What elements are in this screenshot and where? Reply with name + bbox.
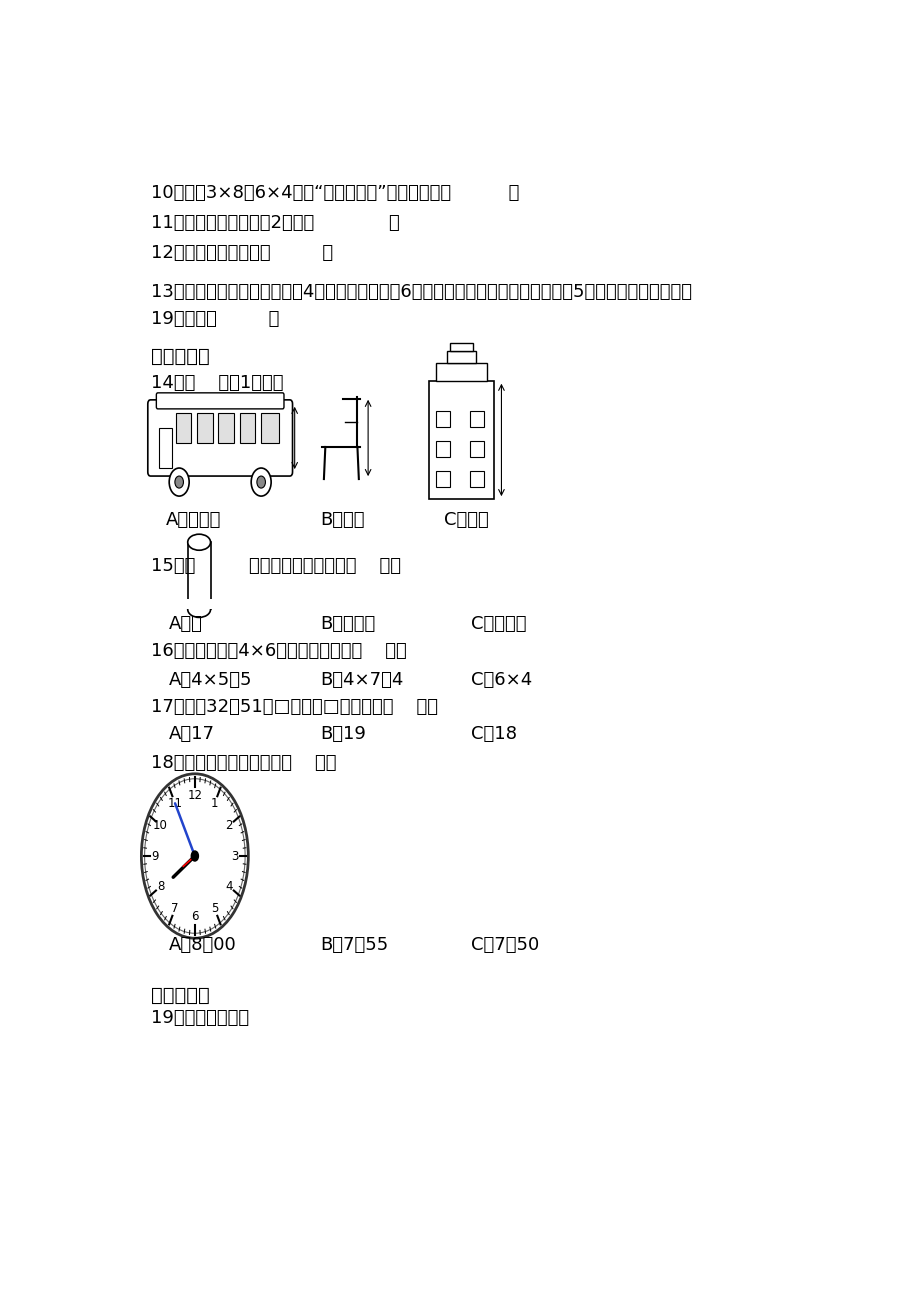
Text: 14．（    ）比1米矮。: 14．（ ）比1米矮。	[151, 374, 283, 392]
Bar	[470, 441, 483, 457]
Text: B．7：55: B．7：55	[320, 936, 388, 954]
FancyBboxPatch shape	[148, 400, 292, 477]
Bar	[428, 380, 494, 499]
Text: 5: 5	[210, 902, 218, 915]
Text: A．17: A．17	[168, 725, 214, 742]
Bar	[436, 411, 449, 427]
Bar	[186, 599, 211, 609]
Bar	[436, 441, 449, 457]
Text: A．公交车: A．公交车	[166, 512, 221, 529]
Text: C．7：50: C．7：50	[471, 936, 539, 954]
Text: 10．计算3×8和6×4都用“四六二十四”这一口诀。（          ）: 10．计算3×8和6×4都用“四六二十四”这一口诀。（ ）	[151, 185, 518, 202]
Circle shape	[251, 467, 271, 496]
Text: 8: 8	[157, 880, 165, 893]
Text: A．4×5＋5: A．4×5＋5	[168, 671, 252, 689]
Text: B．19: B．19	[320, 725, 366, 742]
Text: 四、连线题: 四、连线题	[151, 986, 210, 1005]
Ellipse shape	[142, 773, 248, 939]
Text: 10: 10	[153, 819, 168, 832]
Bar	[176, 414, 191, 444]
Text: 11: 11	[167, 797, 182, 810]
Text: C．18: C．18	[471, 725, 517, 742]
Text: 17．已矠32＜51－□，那么□里最大填（    ）。: 17．已矠32＜51－□，那么□里最大填（ ）。	[151, 698, 437, 716]
Circle shape	[256, 477, 266, 488]
Ellipse shape	[187, 534, 210, 551]
Text: 11．欢欢唱一首儿歌用2秒。（             ）: 11．欢欢唱一首儿歌用2秒。（ ）	[151, 215, 399, 233]
Ellipse shape	[144, 779, 244, 934]
Bar	[436, 471, 449, 487]
Text: 三、选择题: 三、选择题	[151, 348, 210, 366]
Bar	[218, 414, 233, 444]
Bar	[240, 414, 255, 444]
Text: 9: 9	[152, 849, 159, 862]
Text: 7: 7	[171, 902, 178, 915]
Text: 6: 6	[191, 910, 199, 923]
Text: C．大楼: C．大楼	[444, 512, 489, 529]
Text: 15．从: 15．从	[151, 557, 195, 575]
Text: 18．下面的钟表过一刻是（    ）。: 18．下面的钟表过一刻是（ ）。	[151, 754, 335, 772]
Bar	[470, 471, 483, 487]
Bar	[261, 414, 278, 444]
Bar	[449, 342, 472, 350]
Ellipse shape	[187, 602, 210, 617]
Text: 19盆花。（         ）: 19盆花。（ ）	[151, 310, 278, 328]
Bar	[470, 411, 483, 427]
FancyBboxPatch shape	[156, 393, 284, 409]
Text: C．6×4: C．6×4	[471, 671, 532, 689]
Text: 3: 3	[231, 849, 238, 862]
Text: 1: 1	[210, 797, 218, 810]
Circle shape	[169, 467, 189, 496]
Bar	[159, 428, 172, 467]
Text: B．长方形: B．长方形	[320, 616, 375, 634]
Text: B．椅子: B．椅子	[320, 512, 365, 529]
Text: A．圆: A．圆	[168, 616, 202, 634]
Text: 的上面看到的图形是（    ）。: 的上面看到的图形是（ ）。	[249, 557, 401, 575]
Circle shape	[175, 477, 183, 488]
Text: 19．小兔采蘑菇。: 19．小兔采蘑菇。	[151, 1009, 248, 1027]
Bar	[197, 414, 212, 444]
Bar	[446, 350, 476, 363]
Text: 13．同学们搬花。第一小组有4名同学，每人搬了6盆花。第二小组比第一小组少搬了5盆，那么第二小组搬了: 13．同学们搬花。第一小组有4名同学，每人搬了6盆花。第二小组比第一小组少搬了5…	[151, 283, 691, 301]
Circle shape	[191, 852, 199, 861]
Text: 12．锐角比钝角大。（         ）: 12．锐角比钝角大。（ ）	[151, 245, 333, 263]
Bar	[436, 363, 487, 380]
Text: A．8：00: A．8：00	[168, 936, 236, 954]
Text: 16．下面算式与4×6结果不相等的是（    ）。: 16．下面算式与4×6结果不相等的是（ ）。	[151, 642, 406, 660]
Text: 12: 12	[187, 789, 202, 802]
Text: 2: 2	[225, 819, 233, 832]
Text: C．正方形: C．正方形	[471, 616, 527, 634]
Text: B．4×7－4: B．4×7－4	[320, 671, 403, 689]
Text: 4: 4	[225, 880, 233, 893]
